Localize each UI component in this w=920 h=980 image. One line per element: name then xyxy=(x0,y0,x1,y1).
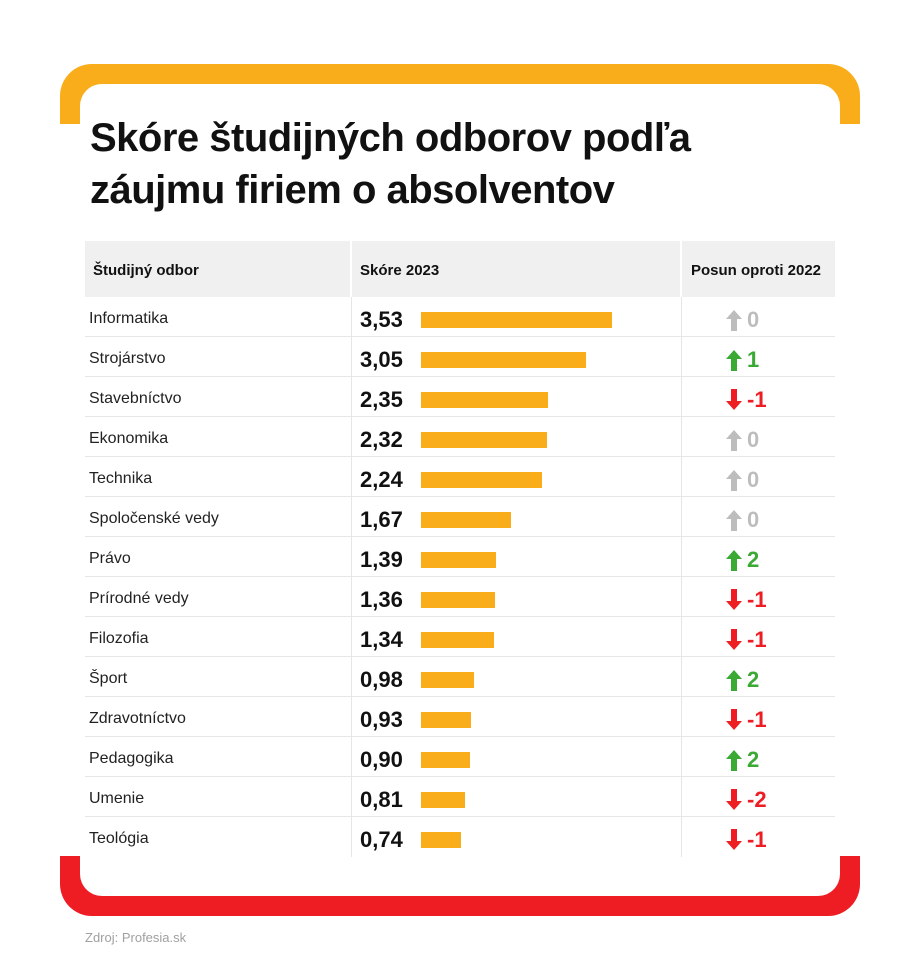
score-bar xyxy=(421,712,471,728)
header-divider xyxy=(680,241,682,297)
score-value: 2,35 xyxy=(360,387,403,412)
arrow-up-icon xyxy=(726,550,742,571)
arrow-up-icon xyxy=(726,750,742,771)
score-value: 0,90 xyxy=(360,747,403,772)
header-divider xyxy=(350,241,352,297)
field-name: Strojárstvo xyxy=(89,350,166,367)
table-row: Spoločenské vedy 1,67 0 xyxy=(85,497,835,537)
field-name: Technika xyxy=(89,470,153,487)
score-bar xyxy=(421,552,496,568)
field-name: Šport xyxy=(89,670,128,687)
arrow-down-icon xyxy=(726,709,742,730)
shift-value: 0 xyxy=(747,507,760,532)
score-bar xyxy=(421,592,495,608)
score-value: 2,32 xyxy=(360,427,403,452)
arrow-up-icon xyxy=(726,310,742,331)
score-bar xyxy=(421,752,470,768)
score-value: 3,05 xyxy=(360,347,403,372)
field-name: Teológia xyxy=(89,830,149,847)
field-name: Zdravotníctvo xyxy=(89,710,186,727)
score-table: Študijný odbor Skóre 2023 Posun oproti 2… xyxy=(85,241,835,857)
field-name: Spoločenské vedy xyxy=(89,510,219,527)
shift-value: -1 xyxy=(747,587,767,612)
score-value: 1,36 xyxy=(360,587,403,612)
table-row: Informatika 3,53 0 xyxy=(85,297,835,337)
arrow-up-icon xyxy=(726,430,742,451)
table-row: Šport 0,98 2 xyxy=(85,657,835,697)
table-row: Umenie 0,81 -2 xyxy=(85,777,835,817)
table-row: Filozofia 1,34 -1 xyxy=(85,617,835,657)
score-bar xyxy=(421,672,474,688)
field-name: Informatika xyxy=(89,310,169,327)
column-header-shift: Posun oproti 2022 xyxy=(691,262,822,279)
table-row: Technika 2,24 0 xyxy=(85,457,835,497)
column-divider xyxy=(681,297,682,857)
score-value: 2,24 xyxy=(360,467,403,492)
field-name: Ekonomika xyxy=(89,430,169,447)
table-row: Stavebníctvo 2,35 -1 xyxy=(85,377,835,417)
field-name: Právo xyxy=(89,550,131,567)
column-divider xyxy=(351,297,352,857)
table-row: Prírodné vedy 1,36 -1 xyxy=(85,577,835,617)
shift-value: -1 xyxy=(747,827,767,852)
shift-value: 0 xyxy=(747,307,760,332)
table-row: Teológia 0,74 -1 xyxy=(85,817,835,857)
score-bar xyxy=(421,392,548,408)
arrow-down-icon xyxy=(726,629,742,650)
table-row: Ekonomika 2,32 0 xyxy=(85,417,835,457)
field-name: Prírodné vedy xyxy=(89,590,189,607)
shift-value: 0 xyxy=(747,467,760,492)
arrow-up-icon xyxy=(726,510,742,531)
arrow-down-icon xyxy=(726,789,742,810)
score-bar xyxy=(421,632,494,648)
arrow-down-icon xyxy=(726,829,742,850)
arrow-up-icon xyxy=(726,670,742,691)
shift-value: -1 xyxy=(747,387,767,412)
field-name: Stavebníctvo xyxy=(89,390,182,407)
score-bar xyxy=(421,352,586,368)
field-name: Filozofia xyxy=(89,630,149,647)
arrow-down-icon xyxy=(726,589,742,610)
score-bar xyxy=(421,832,461,848)
shift-value: -1 xyxy=(747,707,767,732)
arrow-up-icon xyxy=(726,350,742,371)
shift-value: 2 xyxy=(747,667,760,692)
table-row: Pedagogika 0,90 2 xyxy=(85,737,835,777)
arrow-up-icon xyxy=(726,470,742,491)
shift-value: 0 xyxy=(747,427,760,452)
score-value: 1,39 xyxy=(360,547,403,572)
source-note: Zdroj: Profesia.sk xyxy=(85,930,187,945)
table-row: Zdravotníctvo 0,93 -1 xyxy=(85,697,835,737)
arrow-down-icon xyxy=(726,389,742,410)
score-value: 0,98 xyxy=(360,667,403,692)
table-row: Právo 1,39 2 xyxy=(85,537,835,577)
field-name: Pedagogika xyxy=(89,750,174,767)
shift-value: 2 xyxy=(747,747,760,772)
column-header-score: Skóre 2023 xyxy=(360,262,440,279)
score-bar xyxy=(421,792,465,808)
score-value: 1,67 xyxy=(360,507,403,532)
score-value: 0,74 xyxy=(360,827,403,852)
shift-value: 2 xyxy=(747,547,760,572)
field-name: Umenie xyxy=(89,790,145,807)
score-bar xyxy=(421,512,511,528)
score-bar xyxy=(421,432,547,448)
score-value: 0,93 xyxy=(360,707,403,732)
table-header: Študijný odbor Skóre 2023 Posun oproti 2… xyxy=(85,241,835,297)
column-header-field: Študijný odbor xyxy=(93,262,199,279)
shift-value: -1 xyxy=(747,627,767,652)
score-bar xyxy=(421,312,612,328)
score-bar xyxy=(421,472,542,488)
score-value: 1,34 xyxy=(360,627,403,652)
chart-title: Skóre študijných odborov podľa záujmu fi… xyxy=(90,116,691,212)
score-value: 0,81 xyxy=(360,787,403,812)
table-body: Informatika 3,53 0 Strojárstvo 3,05 1 Stavební… xyxy=(85,297,835,857)
shift-value: 1 xyxy=(747,347,760,372)
score-value: 3,53 xyxy=(360,307,403,332)
table-row: Strojárstvo 3,05 1 xyxy=(85,337,835,377)
shift-value: -2 xyxy=(747,787,767,812)
